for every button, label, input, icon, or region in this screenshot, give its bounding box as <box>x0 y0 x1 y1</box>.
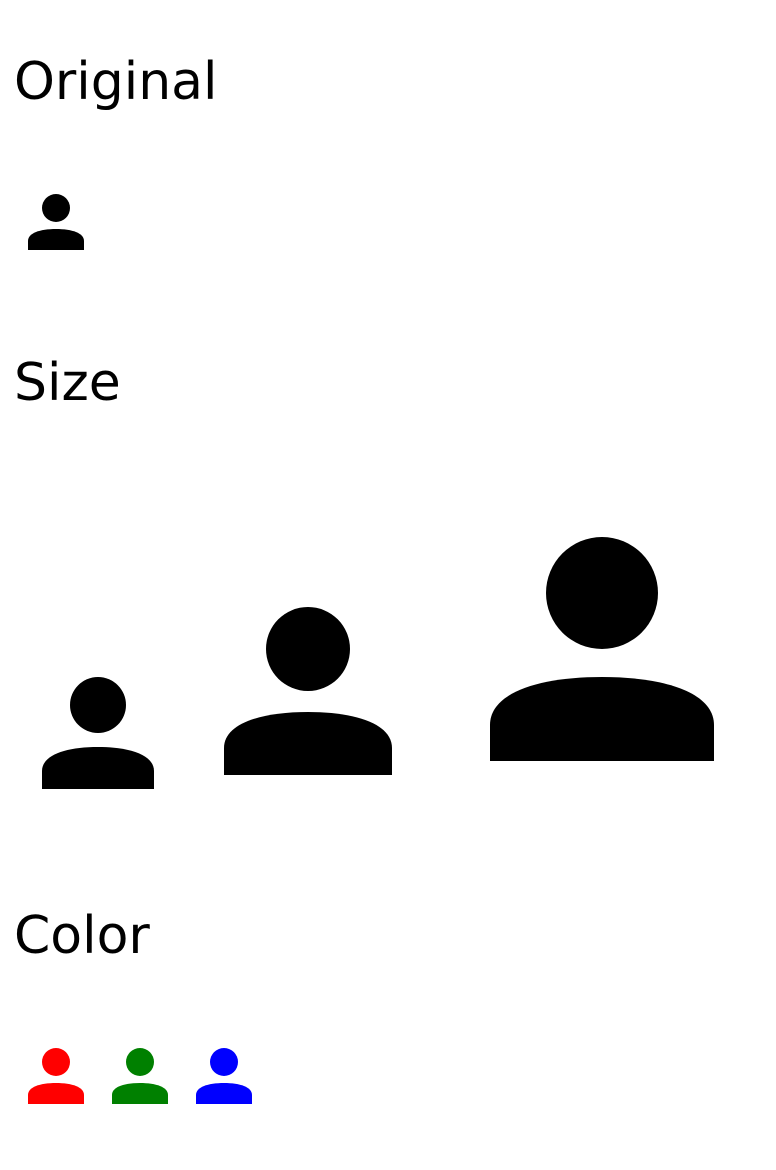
section-title-color: Color <box>14 906 150 966</box>
person-icon-red <box>28 1048 84 1104</box>
person-icon-large <box>490 537 714 761</box>
person-icon-medium <box>224 607 392 775</box>
person-icon-blue <box>196 1048 252 1104</box>
person-icon-green <box>112 1048 168 1104</box>
section-title-size: Size <box>14 353 121 413</box>
person-icon-small <box>42 677 154 789</box>
person-icon <box>28 194 84 250</box>
section-title-original: Original <box>14 52 218 112</box>
